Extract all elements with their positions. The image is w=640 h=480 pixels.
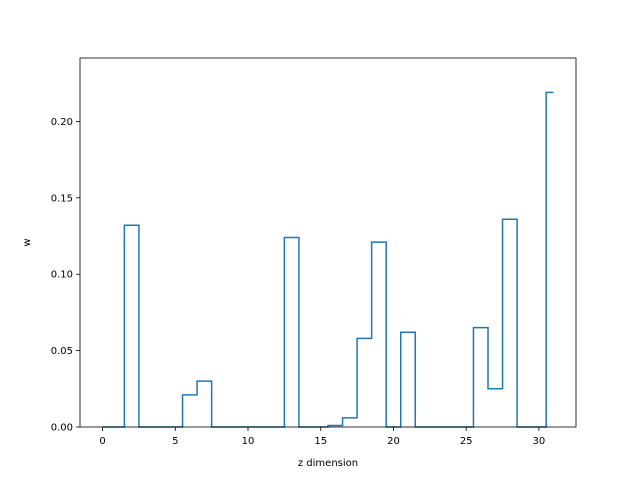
x-tick-label: 25 (460, 436, 473, 447)
x-tick-label: 10 (242, 436, 255, 447)
x-axis-label: z dimension (298, 458, 358, 469)
x-tick-label: 15 (314, 436, 327, 447)
y-tick-label: 0.20 (51, 117, 73, 128)
y-tick-label: 0.10 (51, 270, 73, 281)
y-tick-label: 0.15 (51, 193, 73, 204)
x-tick-label: 0 (99, 436, 105, 447)
x-axis-ticks: 0 5 10 15 20 25 30 (99, 427, 545, 447)
x-tick-label: 5 (172, 436, 178, 447)
axes-frame (79, 57, 577, 428)
series-line (102, 91, 554, 428)
x-tick-label: 20 (387, 436, 400, 447)
y-tick-label: 0.05 (51, 346, 73, 357)
plot-area (102, 91, 554, 428)
y-axis-ticks: 0.00 0.05 0.10 0.15 0.20 (51, 117, 80, 434)
y-tick-label: 0.00 (51, 423, 73, 434)
x-tick-label: 30 (533, 436, 546, 447)
y-axis-label: w (22, 238, 33, 246)
